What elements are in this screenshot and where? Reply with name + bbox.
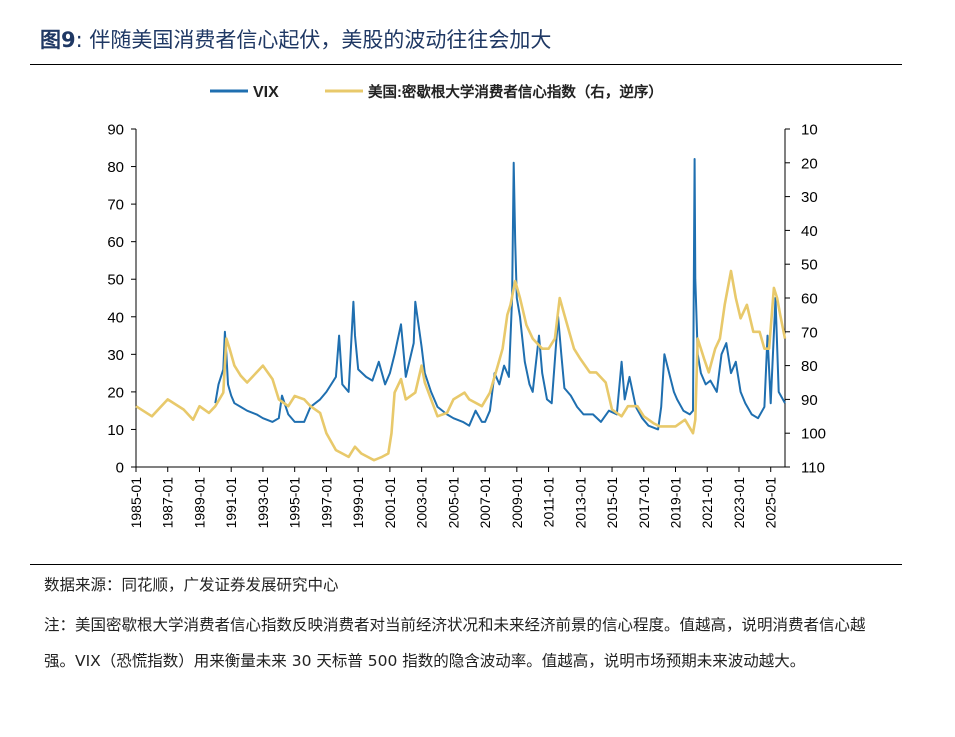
x-tick-label: 2017-01 [636,477,652,529]
y-right-tick-label: 50 [801,257,818,274]
source-rule [30,564,902,565]
x-tick-label: 2013-01 [572,477,588,529]
figure-number: 图9 [40,28,76,52]
x-tick-label: 1993-01 [255,477,271,529]
y-right-tick-label: 30 [801,189,818,206]
title-rule [30,64,902,65]
y-left-tick-label: 40 [107,309,124,326]
y-right-tick-label: 60 [801,291,818,308]
y-right-tick-label: 20 [801,155,818,172]
y-right-tick-label: 100 [801,426,826,443]
x-tick-label: 2021-01 [699,477,715,529]
x-tick-label: 1997-01 [318,477,334,529]
x-tick-label: 1989-01 [191,477,207,529]
x-tick-label: 1995-01 [287,477,303,529]
x-tick-label: 2001-01 [382,477,398,529]
y-left-tick-label: 70 [107,197,124,214]
legend-label-sentiment: 美国:密歇根大学消费者信心指数（右，逆序） [368,83,663,101]
x-tick-label: 2011-01 [541,477,557,528]
x-tick-label: 1985-01 [128,477,144,529]
x-tick-label: 2023-01 [731,477,747,529]
note-text: 注：美国密歇根大学消费者信心指数反映消费者对当前经济状况和未来经济前景的信心程度… [44,616,866,670]
y-left-tick-label: 90 [107,122,124,139]
y-right-tick-label: 10 [801,122,818,139]
x-tick-label: 1999-01 [350,477,366,529]
series-line-sentiment [135,269,787,462]
y-right-tick-label: 90 [801,392,818,409]
source-text: 数据来源：同花顺，广发证券发展研究中心 [44,576,339,594]
x-tick-label: 2015-01 [604,477,620,529]
figure-title-text: 伴随美国消费者信心起伏，美股的波动往往会加大 [89,28,552,52]
y-right-tick-label: 70 [801,324,818,341]
x-tick-label: 2007-01 [477,477,493,529]
y-left-tick-label: 30 [107,347,124,364]
y-left-tick-label: 80 [107,159,124,176]
x-tick-label: 2005-01 [445,477,461,529]
x-tick-label: 2019-01 [668,477,684,529]
y-left-tick-label: 0 [116,460,124,477]
legend-label-vix: VIX [253,84,279,101]
x-tick-label: 2025-01 [763,477,779,529]
y-right-tick-label: 80 [801,358,818,375]
figure-title-separator: : [75,28,83,52]
x-tick-label: 1991-01 [223,477,239,529]
series-line-vix [214,158,786,431]
figure-title: 图9: 伴随美国消费者信心起伏，美股的波动往往会加大 [40,24,551,54]
x-tick-label: 2003-01 [414,477,430,529]
chart: VIX 美国:密歇根大学消费者信心指数（右，逆序） 0 10 20 30 40 50 60 70 8… [107,83,826,529]
y-left-tick-label: 50 [107,272,124,289]
y-left-tick-label: 10 [107,422,124,439]
y-left-tick-label: 20 [107,384,124,401]
x-tick-label: 2009-01 [509,477,525,529]
y-right-tick-label: 40 [801,223,818,240]
x-tick-label: 1987-01 [160,477,176,529]
y-right-tick-label: 110 [801,460,825,477]
y-left-tick-label: 60 [107,234,124,251]
